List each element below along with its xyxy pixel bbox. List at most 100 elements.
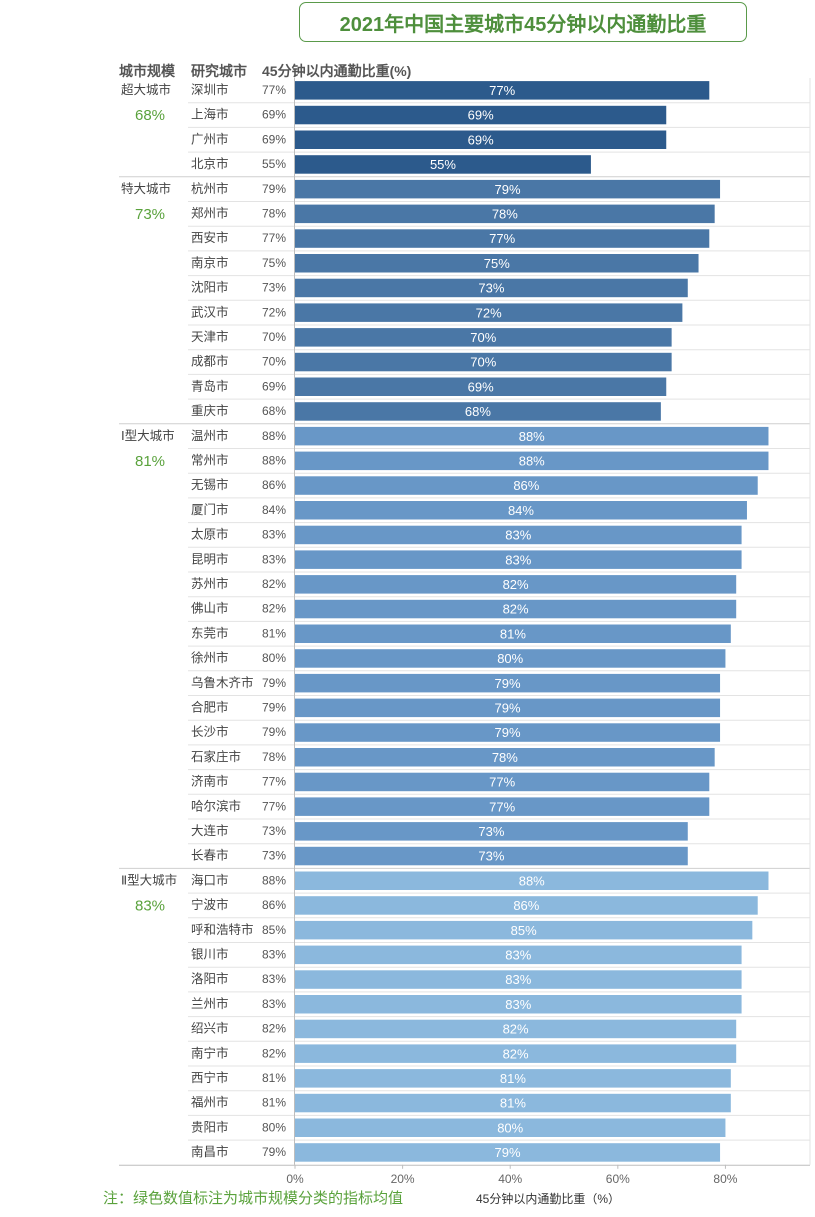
bar: [295, 402, 661, 421]
bar-label: 85%: [511, 923, 537, 938]
x-tick-label: 60%: [606, 1172, 630, 1186]
city-name: 银川市: [191, 947, 229, 962]
bar-label: 72%: [476, 305, 502, 320]
x-axis-label: 45分钟以内通勤比重（%）: [476, 1191, 620, 1206]
bar: [295, 624, 731, 643]
city-value: 79%: [262, 676, 286, 690]
city-value: 83%: [262, 552, 286, 566]
bar-label: 69%: [468, 379, 494, 394]
bar-label: 55%: [430, 157, 456, 172]
bar-label: 79%: [495, 676, 521, 691]
bar-label: 79%: [495, 182, 521, 197]
bar: [295, 476, 758, 495]
bar: [295, 377, 667, 396]
bar: [295, 945, 742, 965]
bar: [295, 155, 591, 174]
x-tick-label: 0%: [286, 1172, 304, 1186]
x-axis: 0% 20% 40% 60% 80% 45分钟以内通勤比重（%）: [119, 78, 811, 1206]
city-value: 83%: [262, 528, 286, 542]
city-name: 济南市: [191, 774, 229, 789]
group-average: 81%: [135, 453, 165, 470]
city-name: 南宁市: [191, 1045, 229, 1060]
bar-label: 80%: [497, 651, 523, 666]
bar: [295, 871, 769, 890]
group-label: 超大城市: [121, 82, 171, 97]
header-city: 研究城市: [191, 63, 247, 79]
city-name: 南京市: [191, 255, 229, 270]
bar: [295, 1069, 731, 1088]
bar-label: 73%: [478, 849, 504, 864]
city-value: 82%: [262, 577, 286, 591]
bar-label: 79%: [495, 701, 521, 716]
city-value: 77%: [262, 231, 286, 245]
city-name: 天津市: [191, 329, 229, 344]
x-tick-label: 40%: [498, 1172, 522, 1186]
bar: [295, 105, 667, 125]
city-value: 69%: [262, 108, 286, 122]
city-value: 55%: [262, 157, 286, 171]
bar-label: 69%: [468, 108, 494, 123]
bar-label: 84%: [508, 503, 534, 518]
bar: [295, 822, 688, 841]
bar-label: 78%: [492, 207, 518, 222]
city-name: 石家庄市: [191, 749, 241, 764]
city-value: 82%: [262, 1022, 286, 1036]
city-value: 88%: [262, 873, 286, 887]
city-value: 81%: [262, 1071, 286, 1085]
x-tick-label: 80%: [713, 1172, 737, 1186]
bar: [295, 846, 688, 866]
bar-label: 83%: [505, 997, 531, 1012]
city-name: 大连市: [191, 823, 229, 838]
bar-label: 69%: [468, 132, 494, 147]
city-name: 东莞市: [191, 625, 229, 640]
bar: [295, 896, 758, 915]
bar-label: 77%: [489, 799, 515, 814]
bar: [295, 426, 769, 446]
bar: [295, 328, 672, 347]
city-value: 77%: [262, 775, 286, 789]
bar-label: 81%: [500, 1071, 526, 1086]
city-name: 呼和浩特市: [191, 922, 254, 937]
bar: [295, 649, 726, 668]
bar-label: 68%: [465, 404, 491, 419]
header-city-size: 城市规模: [119, 63, 176, 79]
city-name: 上海市: [191, 107, 229, 122]
city-name: 常州市: [191, 453, 229, 468]
city-value: 73%: [262, 281, 286, 295]
bar: [295, 451, 769, 471]
city-name: 苏州市: [191, 576, 229, 591]
city-value: 69%: [262, 132, 286, 146]
bar: [295, 303, 683, 322]
bar-label: 73%: [478, 281, 504, 296]
bar-label: 79%: [495, 725, 521, 740]
bar: [295, 772, 710, 792]
city-name: 武汉市: [191, 304, 229, 319]
bar-label: 82%: [503, 602, 529, 617]
bar-label: 77%: [489, 775, 515, 790]
city-name: 青岛市: [191, 378, 229, 393]
bar-label: 82%: [503, 577, 529, 592]
bar: [295, 748, 715, 767]
city-name: 海口市: [191, 872, 229, 887]
city-name: 西安市: [191, 230, 229, 245]
city-name: 无锡市: [191, 477, 229, 492]
city-value: 68%: [262, 404, 286, 418]
city-name: 沈阳市: [191, 280, 229, 295]
bar-label: 81%: [500, 1096, 526, 1111]
city-value: 83%: [262, 972, 286, 986]
bar-label: 83%: [505, 528, 531, 543]
city-value: 69%: [262, 379, 286, 393]
bar: [295, 278, 688, 298]
city-name: 郑州市: [191, 206, 229, 221]
city-name: 乌鲁木齐市: [191, 675, 254, 690]
bar: [295, 1093, 731, 1113]
city-value: 77%: [262, 83, 286, 97]
city-value: 85%: [262, 923, 286, 937]
bar-label: 82%: [503, 1046, 529, 1061]
city-value: 73%: [262, 849, 286, 863]
city-name: 合肥市: [191, 700, 229, 715]
city-name: 西宁市: [191, 1070, 229, 1085]
chart-title: 2021年中国主要城市45分钟以内通勤比重: [299, 2, 747, 42]
city-value: 79%: [262, 182, 286, 196]
